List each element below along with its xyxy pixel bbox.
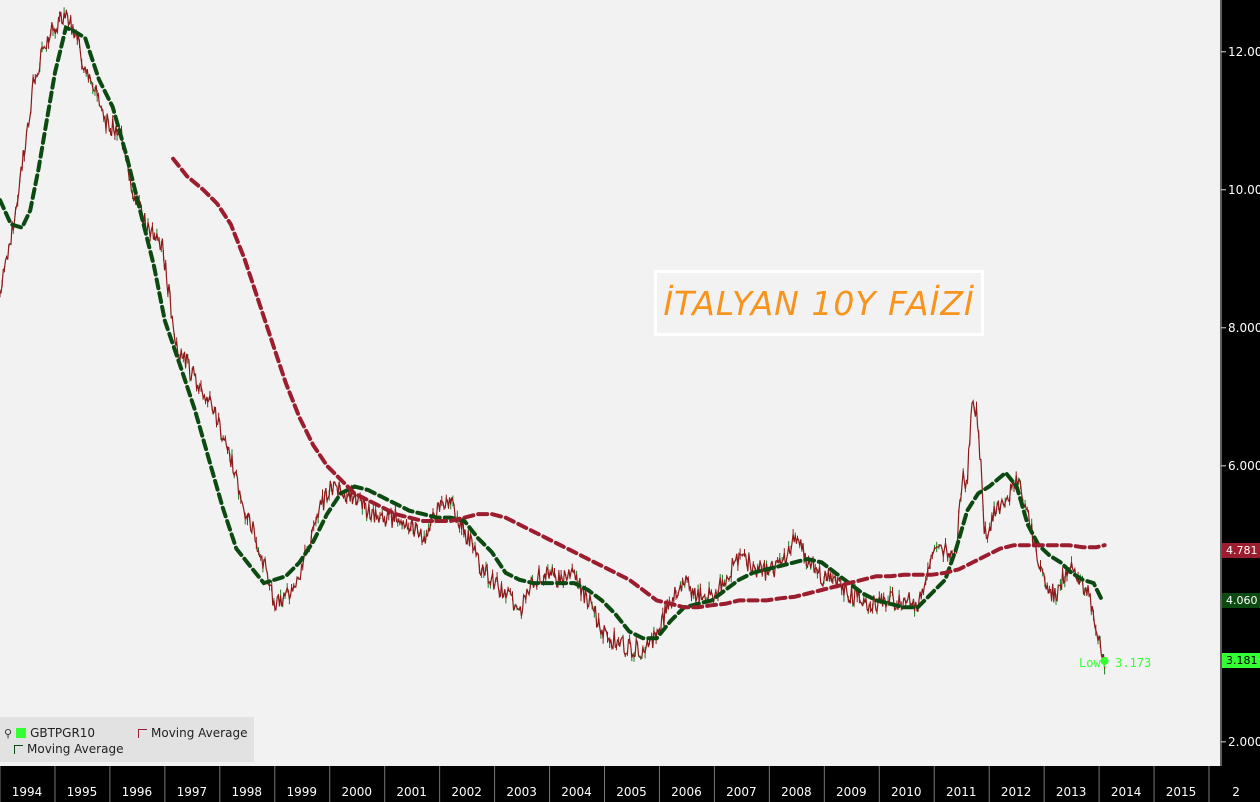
x-tick-label: 2014 bbox=[1111, 785, 1142, 799]
x-tick-label: 2011 bbox=[946, 785, 977, 799]
legend-bracket-icon bbox=[14, 744, 23, 754]
moving-average-short-line bbox=[0, 24, 1104, 641]
low-annotation: Low: 3.173 bbox=[1079, 656, 1152, 670]
x-tick-label: 2002 bbox=[451, 785, 482, 799]
x-tick-label: 2015 bbox=[1166, 785, 1197, 799]
x-tick-label: 2008 bbox=[781, 785, 812, 799]
y-axis-panel bbox=[1220, 0, 1260, 802]
legend-item-ma-short[interactable]: Moving Average bbox=[14, 742, 123, 756]
legend-item-ma-long[interactable]: Moving Average bbox=[138, 726, 247, 740]
value-tag: 4.781 bbox=[1222, 543, 1260, 558]
chart-title-box: İTALYAN 10Y FAİZİ bbox=[654, 270, 984, 336]
x-axis: 1994 1995 1996 1997 1998 1999 2000 2001 2002 2003… bbox=[0, 766, 1260, 802]
legend-swatch-green bbox=[16, 728, 27, 738]
moving-average-long-line bbox=[171, 156, 1107, 610]
x-tick-label: 1994 bbox=[12, 785, 43, 799]
x-tick-label: 2007 bbox=[726, 785, 757, 799]
x-tick-label: 2006 bbox=[671, 785, 702, 799]
y-tick-label: 10.000 bbox=[1228, 183, 1260, 197]
value-tag: 3.181 bbox=[1222, 653, 1260, 668]
x-axis-panel bbox=[0, 766, 1260, 802]
x-tick-label: 2005 bbox=[616, 785, 647, 799]
x-tick-label: 1996 bbox=[122, 785, 153, 799]
legend-bracket-icon bbox=[138, 728, 147, 738]
low-marker-layer bbox=[1100, 656, 1109, 665]
value-tag: 4.060 bbox=[1222, 593, 1260, 608]
x-tick-label: 2010 bbox=[891, 785, 922, 799]
x-tick-label: 1995 bbox=[67, 785, 98, 799]
y-axis: 12.000 10.000 8.000 6.000 2.000 bbox=[1220, 0, 1260, 802]
y-tick-label: 6.000 bbox=[1228, 459, 1260, 473]
y-tick-label: 12.000 bbox=[1228, 45, 1260, 59]
legend-label-price: GBTPGR10 bbox=[30, 726, 96, 740]
x-tick-label: 2004 bbox=[561, 785, 592, 799]
y-tick-label: 8.000 bbox=[1228, 321, 1260, 335]
x-tick-label: 2001 bbox=[396, 785, 427, 799]
y-tick-label: 2.000 bbox=[1228, 735, 1260, 749]
legend-item-price[interactable]: ⚲ GBTPGR10 bbox=[4, 726, 95, 740]
x-tick-label: 1997 bbox=[177, 785, 208, 799]
x-tick-label: 2013 bbox=[1056, 785, 1087, 799]
legend-label-ma-short: Moving Average bbox=[27, 742, 124, 756]
x-tick-label: 2 bbox=[1232, 785, 1240, 799]
x-tick-label: 1999 bbox=[287, 785, 318, 799]
low-point-marker bbox=[1100, 656, 1109, 665]
chart-title: İTALYAN 10Y FAİZİ bbox=[663, 283, 975, 323]
pin-icon: ⚲ bbox=[4, 726, 13, 740]
legend-label-ma-long: Moving Average bbox=[151, 726, 248, 740]
x-tick-label: 2009 bbox=[836, 785, 867, 799]
moving-average-series bbox=[0, 24, 1107, 641]
x-tick-label: 2000 bbox=[341, 785, 372, 799]
price-line bbox=[0, 8, 1106, 669]
x-tick-label: 2012 bbox=[1001, 785, 1032, 799]
x-tick-label: 2003 bbox=[506, 785, 537, 799]
legend: ⚲ GBTPGR10 Moving Average Moving Average bbox=[0, 717, 254, 762]
x-tick-label: 1998 bbox=[232, 785, 263, 799]
